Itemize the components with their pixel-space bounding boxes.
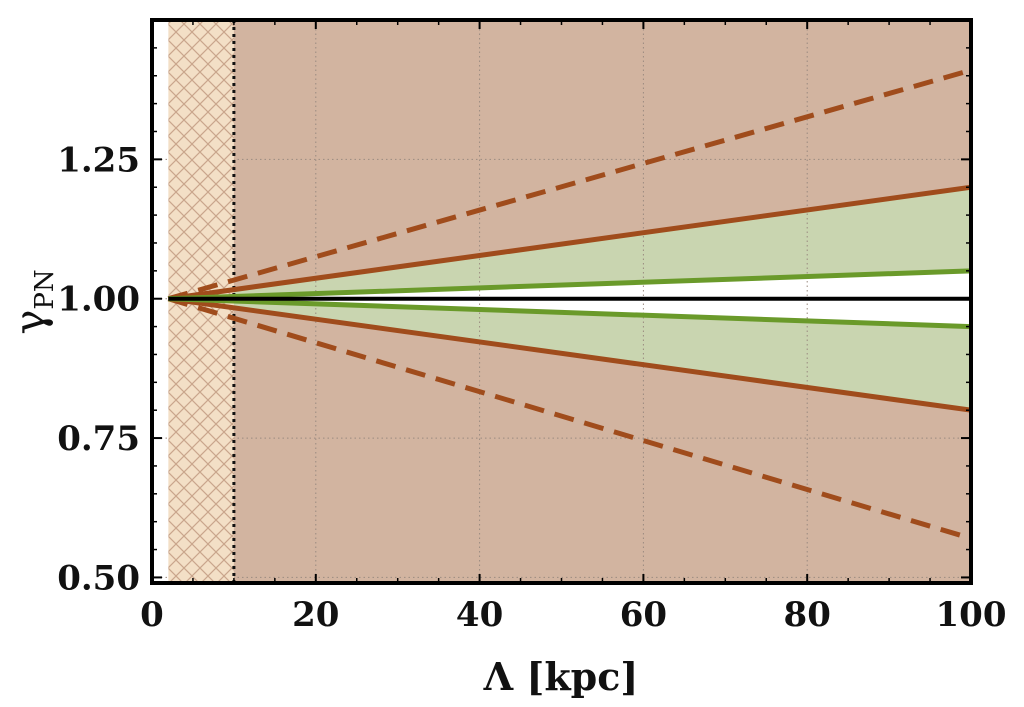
y-tick-label: 1.25 [57, 140, 140, 180]
x-tick-label: 40 [456, 595, 503, 635]
x-tick-label: 60 [620, 595, 667, 635]
y-tick-label: 1.00 [57, 280, 140, 320]
left-white-strip [152, 20, 169, 583]
x-tick-label: 100 [936, 595, 1007, 635]
y-axis-title-symbol: γ [5, 310, 54, 335]
y-tick-label: 0.75 [57, 419, 140, 459]
series-line-0 [168, 184, 971, 302]
svg-text:γPN: γPN [5, 269, 60, 334]
axes: 0 20 40 60 80 100 0.50 0.75 1.00 1.25 [57, 18, 1007, 635]
y-axis-title: γPN [5, 269, 60, 334]
plot-area [152, 20, 971, 583]
series-line-1 [168, 296, 971, 413]
x-axis-title: Λ [kpc] [483, 654, 639, 699]
series-line-3 [167, 296, 971, 541]
x-tick-label: 20 [292, 595, 339, 635]
x-tick-label: 0 [140, 595, 164, 635]
x-tick-label: 80 [784, 595, 831, 635]
y-tick-label: 0.50 [57, 558, 140, 598]
series-line-4 [168, 268, 971, 302]
series-line-2 [167, 67, 971, 302]
series-line-5 [168, 296, 971, 330]
y-axis-title-subscript: PN [30, 269, 60, 309]
